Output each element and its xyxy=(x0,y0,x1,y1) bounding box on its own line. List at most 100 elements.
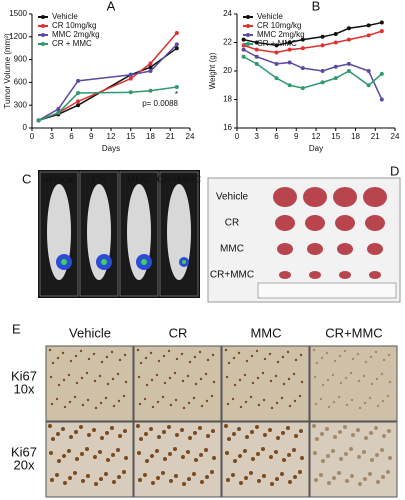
column-header: CR xyxy=(169,325,188,340)
data-point xyxy=(300,86,305,91)
stained-nucleus xyxy=(55,473,59,477)
stained-nucleus xyxy=(156,476,160,480)
stained-nucleus xyxy=(381,399,385,403)
stained-nucleus xyxy=(245,435,249,439)
stained-nucleus xyxy=(369,431,373,435)
stained-nucleus xyxy=(313,375,317,379)
legend-label: Vehicle xyxy=(257,12,283,21)
stained-nucleus xyxy=(81,479,85,483)
stained-nucleus xyxy=(232,432,236,436)
stained-nucleus xyxy=(122,394,126,398)
stained-nucleus xyxy=(192,472,196,476)
data-point xyxy=(76,103,81,108)
y-axis-label: Weight (g) xyxy=(208,52,217,89)
data-point xyxy=(254,54,259,59)
stained-nucleus xyxy=(331,373,335,377)
stained-nucleus xyxy=(143,397,147,401)
data-point xyxy=(241,37,246,42)
data-point xyxy=(241,54,246,59)
stained-nucleus xyxy=(116,448,120,452)
data-point xyxy=(287,83,292,88)
stained-nucleus xyxy=(350,398,354,402)
stained-nucleus xyxy=(349,371,353,375)
stained-nucleus xyxy=(380,372,384,376)
stained-nucleus xyxy=(276,436,280,440)
stained-nucleus xyxy=(173,371,177,375)
stained-nucleus xyxy=(226,402,230,406)
stained-nucleus xyxy=(206,434,210,438)
stained-nucleus xyxy=(239,481,243,485)
stained-nucleus xyxy=(198,426,202,430)
column-header: CR+MMC xyxy=(325,325,382,340)
stained-nucleus xyxy=(151,405,155,409)
stained-nucleus xyxy=(333,435,337,439)
stained-nucleus xyxy=(257,403,261,407)
tumor xyxy=(307,243,323,255)
stained-nucleus xyxy=(332,476,336,480)
stained-nucleus xyxy=(94,482,98,486)
stained-nucleus xyxy=(351,433,355,437)
stained-nucleus xyxy=(63,481,67,485)
panel-label: B xyxy=(312,0,321,13)
stained-nucleus xyxy=(358,406,362,410)
stained-nucleus xyxy=(282,382,286,386)
stained-nucleus xyxy=(269,379,273,383)
stained-nucleus xyxy=(238,378,242,382)
data-point xyxy=(128,72,133,77)
luminescence-core xyxy=(182,260,186,264)
data-point xyxy=(346,26,351,31)
legend-label: MMC 2mg/kg xyxy=(257,30,305,39)
stained-nucleus xyxy=(99,477,103,481)
stained-nucleus xyxy=(211,353,215,357)
stained-nucleus xyxy=(224,348,228,352)
panel-label: C xyxy=(22,171,31,186)
stained-nucleus xyxy=(380,448,384,452)
stained-nucleus xyxy=(315,437,319,441)
stained-nucleus xyxy=(299,429,303,433)
stained-nucleus xyxy=(112,480,116,484)
x-tick-label: 0 xyxy=(30,132,35,141)
legend-marker xyxy=(41,42,45,46)
stained-nucleus xyxy=(388,380,392,384)
data-point xyxy=(128,76,133,81)
stained-nucleus xyxy=(326,378,330,382)
stained-nucleus xyxy=(85,371,89,375)
stained-nucleus xyxy=(200,404,204,408)
stained-nucleus xyxy=(193,431,197,435)
stained-nucleus xyxy=(62,454,66,458)
legend-marker xyxy=(246,42,250,46)
data-point xyxy=(320,80,325,85)
stained-nucleus xyxy=(117,475,121,479)
stained-nucleus xyxy=(351,357,355,361)
image-label: CR xyxy=(92,175,106,186)
data-point xyxy=(379,29,384,34)
stained-nucleus xyxy=(275,477,279,481)
stained-nucleus xyxy=(167,349,171,353)
stained-nucleus xyxy=(268,352,272,356)
data-point xyxy=(254,47,259,52)
stained-nucleus xyxy=(375,377,379,381)
legend-label: CR 10mg/kg xyxy=(257,21,301,30)
luminescence-core xyxy=(101,259,107,265)
stained-nucleus xyxy=(67,449,71,453)
stained-nucleus xyxy=(136,424,140,428)
stained-nucleus xyxy=(339,381,343,385)
stained-nucleus xyxy=(387,429,391,433)
y-axis-label: Tumor Volume (mm³) xyxy=(3,33,12,109)
tumor xyxy=(365,215,385,231)
y-tick-label: 900 xyxy=(14,55,28,64)
stained-nucleus xyxy=(374,350,378,354)
stained-nucleus xyxy=(238,454,242,458)
y-tick-label: 22 xyxy=(223,38,232,47)
x-tick-label: 24 xyxy=(186,132,195,141)
data-point xyxy=(241,47,246,52)
stained-nucleus xyxy=(73,395,77,399)
x-tick-label: 9 xyxy=(294,132,299,141)
stained-nucleus xyxy=(194,458,198,462)
stained-nucleus xyxy=(61,351,65,355)
stained-nucleus xyxy=(356,428,360,432)
stained-nucleus xyxy=(118,434,122,438)
y-tick-label: 24 xyxy=(223,9,232,18)
stained-nucleus xyxy=(244,400,248,404)
